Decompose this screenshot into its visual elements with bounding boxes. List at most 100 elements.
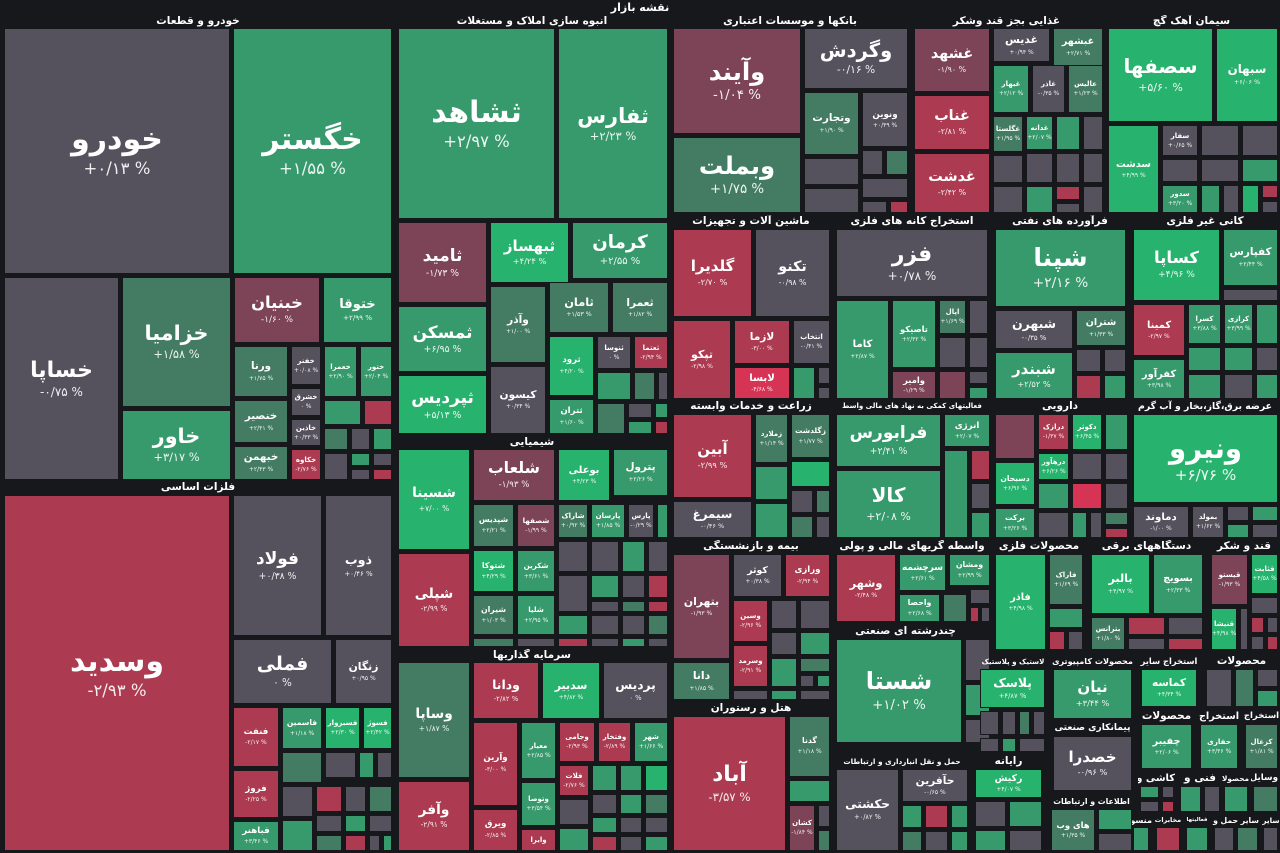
stock-tile[interactable]: وآذر +۱/۰۰ % xyxy=(490,286,546,363)
stock-tile-small[interactable] xyxy=(1242,125,1278,156)
stock-tile-small[interactable] xyxy=(817,675,830,687)
stock-tile[interactable]: کزغال +۱/۸۱ % xyxy=(1245,724,1278,769)
stock-tile[interactable]: فولاد +۰/۳۸ % xyxy=(233,495,322,636)
stock-tile[interactable]: کسرا +۳/۸۸ % xyxy=(1188,304,1221,344)
stock-tile-small[interactable] xyxy=(771,600,797,629)
stock-tile[interactable]: آبین -۲/۹۹ % xyxy=(673,414,752,498)
stock-tile-small[interactable] xyxy=(1206,669,1232,707)
stock-tile-small[interactable] xyxy=(1251,617,1264,633)
stock-tile-small[interactable] xyxy=(862,178,908,198)
stock-tile-small[interactable] xyxy=(359,752,374,778)
stock-tile[interactable]: چفیبر +۲/۰۶ % xyxy=(1141,724,1192,769)
stock-tile[interactable]: شلعاب -۱/۹۳ % xyxy=(473,449,555,501)
stock-tile-small[interactable] xyxy=(970,607,979,622)
stock-tile[interactable]: پارس -۰/۲۹ % xyxy=(628,504,654,538)
stock-tile[interactable]: فنفت -۲/۱۷ % xyxy=(233,707,279,767)
stock-tile[interactable]: اپال +۱/۶۹ % xyxy=(939,300,966,334)
stock-tile[interactable] xyxy=(1056,116,1080,150)
stock-tile-small[interactable] xyxy=(1140,801,1159,812)
stock-tile[interactable]: عالیس +۱/۲۳ % xyxy=(1068,65,1103,113)
stock-tile-small[interactable] xyxy=(1257,690,1278,707)
stock-tile[interactable]: شاراک +۰/۹۲ % xyxy=(558,504,588,538)
stock-tile-small[interactable] xyxy=(558,541,588,572)
stock-tile[interactable]: سدشت +۴/۹۹ % xyxy=(1108,125,1159,213)
stock-tile[interactable] xyxy=(971,450,990,480)
stock-tile[interactable]: ویرق -۲/۸۵ % xyxy=(473,809,518,851)
stock-tile[interactable]: کرازی +۳/۹۹ % xyxy=(1224,304,1253,344)
stock-tile-small[interactable] xyxy=(1083,186,1103,213)
stock-tile-small[interactable] xyxy=(622,541,645,572)
stock-tile-small[interactable] xyxy=(993,155,1023,183)
stock-tile-small[interactable] xyxy=(369,786,392,812)
stock-tile-small[interactable] xyxy=(1256,347,1278,371)
stock-tile[interactable]: ومشان +۲/۹۹ % xyxy=(949,554,990,586)
stock-tile-small[interactable] xyxy=(373,469,392,480)
stock-tile-small[interactable] xyxy=(645,794,668,814)
stock-tile[interactable]: وشهر -۲/۴۸ % xyxy=(836,554,896,622)
stock-tile-small[interactable] xyxy=(1156,827,1180,851)
stock-tile-small[interactable] xyxy=(1056,203,1080,213)
stock-tile-small[interactable] xyxy=(995,414,1035,459)
stock-tile-small[interactable] xyxy=(1237,827,1258,851)
stock-tile[interactable]: زملارد +۱/۱۴ % xyxy=(755,414,788,463)
stock-tile[interactable]: شلیا +۲/۹۵ % xyxy=(517,595,555,635)
stock-tile-small[interactable] xyxy=(1009,830,1042,851)
stock-tile-small[interactable] xyxy=(634,372,655,400)
stock-tile[interactable]: سیمرغ -۰/۴۶ % xyxy=(673,501,752,538)
stock-tile-small[interactable] xyxy=(1252,524,1278,538)
stock-tile-small[interactable] xyxy=(282,752,322,783)
stock-tile-small[interactable] xyxy=(591,575,619,598)
stock-tile[interactable]: بترانس +۱/۸۰ % xyxy=(1091,617,1125,650)
stock-tile[interactable]: شصفها -۱/۹۹ % xyxy=(517,504,555,547)
stock-tile-small[interactable] xyxy=(1240,608,1248,650)
stock-tile-small[interactable] xyxy=(473,638,514,647)
stock-tile-small[interactable] xyxy=(1263,827,1278,851)
stock-tile-small[interactable] xyxy=(1224,786,1248,812)
stock-tile-small[interactable] xyxy=(1201,185,1220,213)
stock-tile[interactable]: کیسون +۰/۳۴ % xyxy=(490,366,546,434)
stock-tile[interactable]: ذوب +۰/۴۶ % xyxy=(325,495,392,636)
stock-tile-small[interactable] xyxy=(1019,711,1030,735)
stock-tile[interactable]: خصدرا -۰/۹۶ % xyxy=(1053,736,1132,791)
stock-tile[interactable]: زگلدشت +۱/۷۷ % xyxy=(791,414,830,458)
stock-tile-small[interactable] xyxy=(1256,374,1278,399)
stock-tile-small[interactable] xyxy=(1162,786,1174,798)
stock-tile[interactable]: غبهار +۲/۱۲ % xyxy=(993,65,1029,113)
stock-tile-small[interactable] xyxy=(648,575,668,598)
stock-tile[interactable]: خعمرا +۲/۹۰ % xyxy=(324,346,357,397)
stock-tile-small[interactable] xyxy=(351,453,370,466)
stock-tile[interactable]: وامیر -۱/۲۹ % xyxy=(892,371,936,399)
stock-tile-small[interactable] xyxy=(1223,185,1239,213)
stock-tile-small[interactable] xyxy=(969,300,988,334)
stock-tile-small[interactable] xyxy=(377,752,392,778)
stock-tile[interactable]: واحصا +۲/۶۸ % xyxy=(899,594,940,622)
stock-tile-small[interactable] xyxy=(1105,512,1128,525)
stock-tile-small[interactable] xyxy=(592,817,617,833)
stock-tile-small[interactable] xyxy=(971,483,990,509)
stock-tile-small[interactable] xyxy=(620,765,642,791)
stock-tile-small[interactable] xyxy=(1227,506,1249,521)
stock-tile-small[interactable] xyxy=(1098,809,1132,830)
stock-tile-small[interactable] xyxy=(793,367,815,399)
stock-tile-small[interactable] xyxy=(1224,347,1253,371)
stock-tile[interactable]: ثمسکن +۶/۹۵ % xyxy=(398,306,487,372)
stock-tile-small[interactable] xyxy=(771,690,797,700)
stock-tile-small[interactable] xyxy=(1049,631,1065,650)
stock-tile-small[interactable] xyxy=(592,794,617,814)
stock-tile-small[interactable] xyxy=(517,638,555,647)
stock-tile-small[interactable] xyxy=(655,421,668,434)
stock-tile-small[interactable] xyxy=(755,466,788,500)
stock-tile[interactable]: شسینا +۷/۰۰ % xyxy=(398,449,470,550)
stock-tile[interactable]: وتجارت +۱/۹۰ % xyxy=(804,92,859,155)
stock-tile-small[interactable] xyxy=(1251,636,1264,650)
stock-tile[interactable]: غدشت -۲/۴۲ % xyxy=(914,153,990,213)
stock-tile[interactable]: سدور +۳/۲۰ % xyxy=(1162,185,1198,213)
stock-tile-small[interactable] xyxy=(816,516,830,538)
stock-tile-small[interactable] xyxy=(771,658,797,687)
stock-tile-small[interactable] xyxy=(1105,528,1128,538)
stock-tile[interactable]: فسبزوار +۲/۳۰ % xyxy=(325,707,360,749)
stock-tile-small[interactable] xyxy=(592,836,617,851)
stock-tile-small[interactable] xyxy=(324,400,361,425)
stock-tile[interactable]: خکاوه -۲/۷۶ % xyxy=(291,449,321,480)
stock-tile-small[interactable] xyxy=(970,589,990,604)
